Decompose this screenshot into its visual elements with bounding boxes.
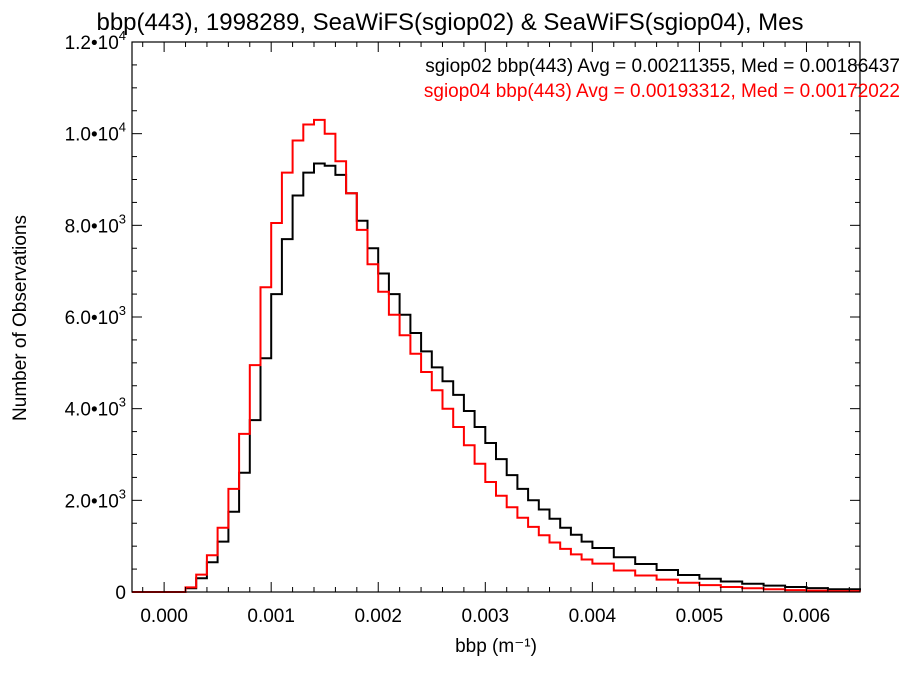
plot-frame: [131, 41, 861, 593]
y-tick-label: 4.0•103: [65, 395, 126, 421]
y-tick-label: 0: [115, 583, 126, 604]
chart-title: bbp(443), 1998289, SeaWiFS(sgiop02) & Se…: [96, 9, 803, 36]
x-tick-label: 0.003: [462, 606, 510, 627]
y-tick-label: 6.0•103: [65, 303, 126, 329]
legend-annotations: sgiop02 bbp(443) Avg = 0.00211355, Med =…: [424, 56, 900, 102]
y-tick-label: 8.0•103: [65, 211, 126, 237]
series-layer: [132, 118, 861, 593]
x-axis-label: bbp (m⁻¹): [455, 636, 537, 657]
y-tick-label: 1.0•104: [65, 120, 126, 146]
x-tick-label: 0.006: [783, 606, 831, 627]
y-axis-label: Number of Observations: [10, 215, 31, 421]
series-line-2: [132, 118, 861, 593]
y-tick-label: 2.0•103: [65, 486, 126, 512]
x-tick-label: 0.001: [247, 606, 295, 627]
ticks-layer: 0.000 0.001 0.002 0.003 0.004 0.005 0.006 0 2.0•…: [65, 28, 860, 627]
legend-annotation-2: sgiop04 bbp(443) Avg = 0.00193312, Med =…: [424, 81, 900, 102]
series-line-1: [132, 162, 861, 593]
x-tick-label: 0.000: [140, 606, 188, 627]
x-tick-label: 0.005: [676, 606, 724, 627]
legend-annotation-1: sgiop02 bbp(443) Avg = 0.00211355, Med =…: [425, 56, 900, 77]
y-tick-label: 1.2•104: [65, 28, 126, 54]
x-tick-label: 0.004: [569, 606, 617, 627]
x-tick-label: 0.002: [354, 606, 402, 627]
